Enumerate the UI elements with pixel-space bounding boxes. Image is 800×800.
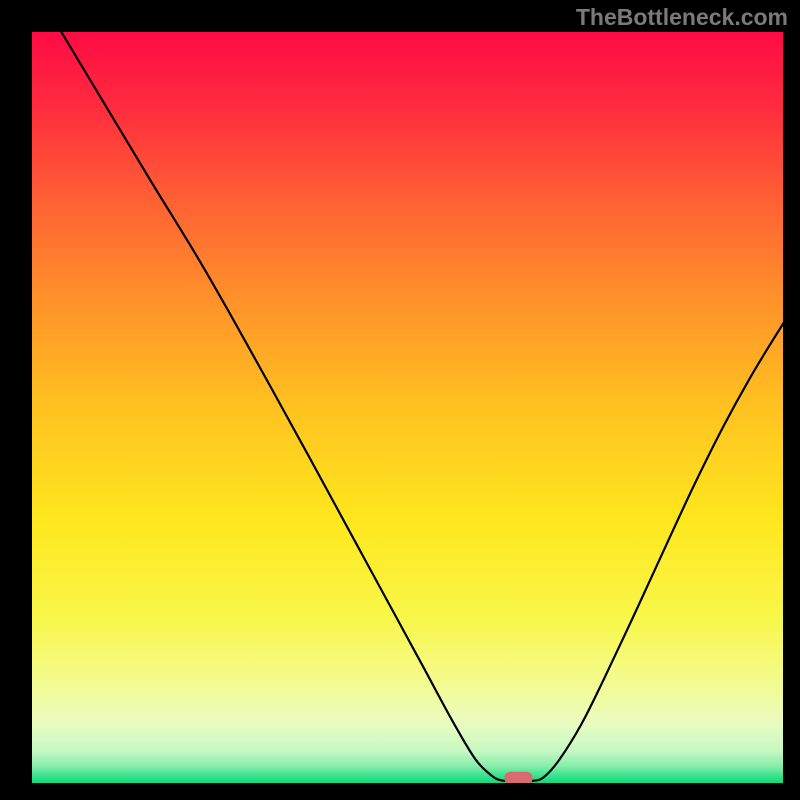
chart-svg bbox=[30, 30, 785, 785]
optimal-marker bbox=[504, 772, 532, 785]
watermark-text: TheBottleneck.com bbox=[576, 4, 788, 31]
bottleneck-chart bbox=[30, 30, 785, 785]
chart-background bbox=[30, 30, 785, 785]
